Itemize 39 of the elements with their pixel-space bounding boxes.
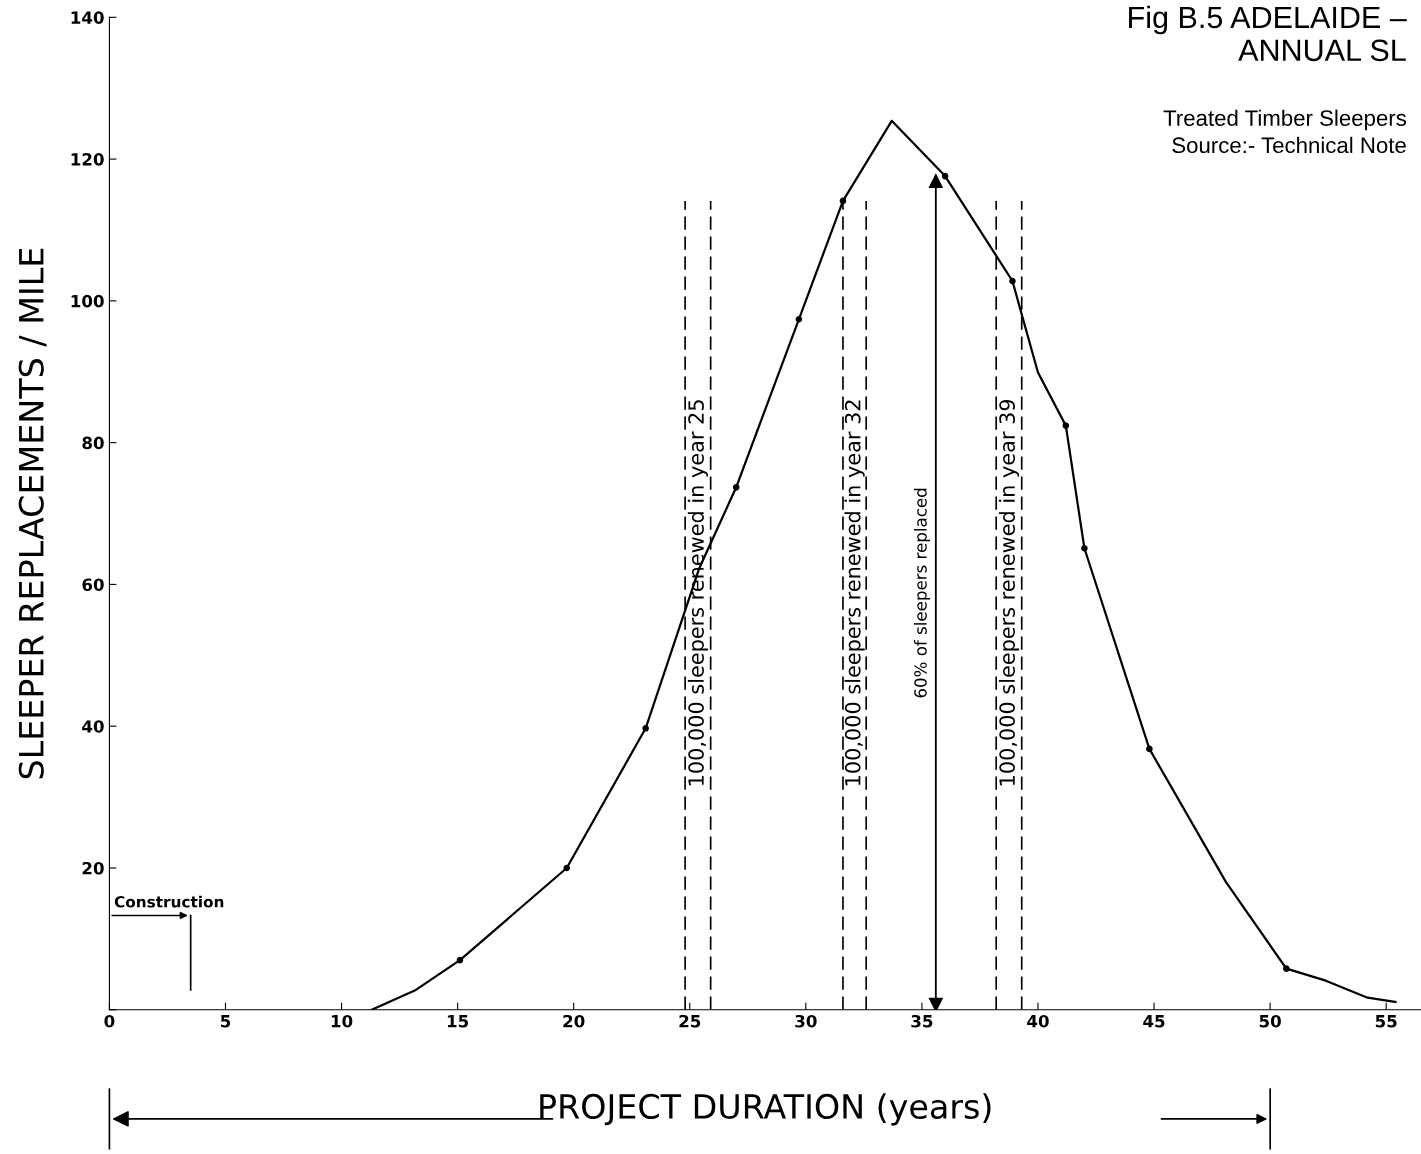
x-tick-label: 5 bbox=[220, 1015, 231, 1028]
y-tick-label: 60 bbox=[82, 578, 104, 591]
x-tick-label: 25 bbox=[679, 1014, 701, 1028]
ref-line-label: Construction bbox=[114, 895, 224, 908]
point bbox=[839, 197, 847, 205]
point bbox=[1062, 422, 1070, 429]
point bbox=[1146, 745, 1153, 753]
y-tick-label: 20 bbox=[82, 861, 104, 875]
x-tick-label: 0 bbox=[104, 1014, 115, 1028]
x-tick-label: 30 bbox=[795, 1014, 817, 1028]
point bbox=[456, 956, 464, 964]
chart-title: Fig B.5 ADELAIDE – ANNUAL SL bbox=[1129, 5, 1407, 62]
annotation: 100,000 sleepers renewed in year 39 bbox=[998, 399, 1020, 786]
x-tick-label: 10 bbox=[331, 1014, 353, 1028]
annotation: 100,000 sleepers renewed in year 32 bbox=[844, 400, 865, 786]
ref-line-label: 60% of sleepers replaced bbox=[913, 488, 931, 698]
y-tick-label: 40 bbox=[82, 720, 104, 733]
x-tick-label: 40 bbox=[1027, 1014, 1049, 1028]
point bbox=[1009, 277, 1016, 285]
x-tick-label: 35 bbox=[911, 1014, 933, 1028]
x-axis-title: PROJECT DURATION (years) bbox=[540, 1093, 991, 1126]
y-tick-label: 140 bbox=[71, 11, 104, 24]
x-tick-label: 50 bbox=[1259, 1014, 1281, 1028]
text: Treated Timber Sleepers Source:- Technical Note bbox=[1163, 109, 1407, 154]
x-tick-label: 55 bbox=[1375, 1015, 1397, 1028]
point bbox=[732, 484, 740, 491]
y-tick-label: 100 bbox=[71, 294, 104, 308]
y-tick-label: 120 bbox=[71, 153, 104, 166]
point bbox=[1081, 544, 1088, 552]
x-tick-label: 15 bbox=[447, 1015, 469, 1028]
point bbox=[795, 316, 803, 323]
point bbox=[1283, 965, 1290, 972]
x-tick-label: 20 bbox=[563, 1014, 585, 1028]
point bbox=[642, 725, 649, 732]
x-tick-label: 45 bbox=[1143, 1015, 1165, 1028]
point bbox=[563, 864, 571, 872]
y-tick-label: 80 bbox=[82, 436, 104, 450]
point bbox=[941, 172, 949, 180]
y-axis-title: SLEEPER REPLACEMENTS / MILE bbox=[18, 248, 47, 779]
